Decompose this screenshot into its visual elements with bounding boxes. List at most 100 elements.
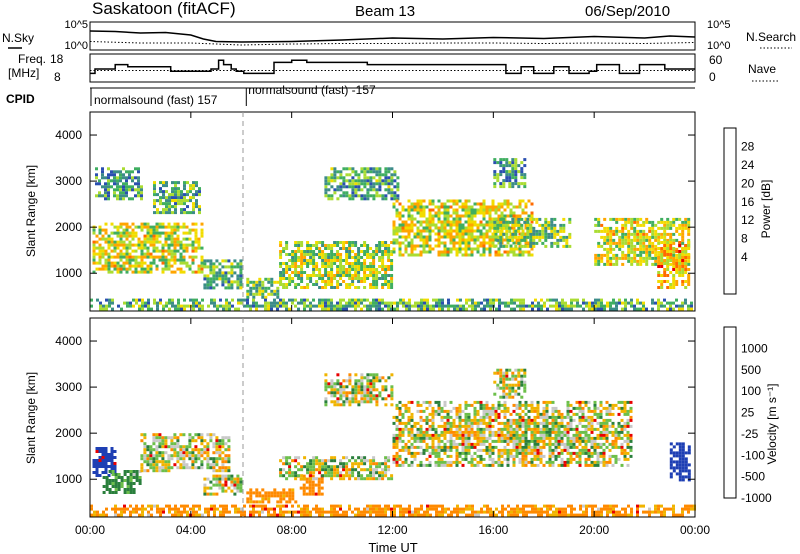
echo-cell bbox=[499, 164, 503, 168]
echo-cell bbox=[413, 436, 417, 440]
echo-cell bbox=[515, 238, 519, 242]
echo-cell bbox=[105, 479, 109, 482]
echo-cell bbox=[609, 229, 613, 233]
echo-cell bbox=[279, 250, 283, 253]
echo-cell bbox=[215, 277, 219, 281]
echo-cell bbox=[153, 187, 156, 191]
echo-cell bbox=[90, 298, 93, 302]
echo-cell bbox=[392, 460, 396, 464]
echo-cell bbox=[146, 445, 150, 449]
echo-cell bbox=[119, 264, 123, 268]
echo-cell bbox=[443, 421, 447, 425]
echo-cell bbox=[203, 445, 207, 449]
echo-cell bbox=[425, 430, 429, 434]
echo-cell bbox=[426, 301, 429, 305]
echo-cell bbox=[171, 304, 174, 308]
echo-cell bbox=[300, 301, 303, 305]
echo-cell bbox=[548, 445, 552, 449]
echo-cell bbox=[357, 250, 361, 253]
echo-cell bbox=[258, 491, 262, 495]
echo-cell bbox=[473, 208, 477, 212]
echo-cell bbox=[407, 445, 411, 449]
echo-cell bbox=[534, 298, 537, 302]
echo-cell bbox=[131, 243, 135, 247]
echo-cell bbox=[330, 271, 334, 274]
echo-cell bbox=[533, 409, 537, 413]
echo-cell bbox=[354, 256, 358, 259]
echo-cell bbox=[345, 304, 348, 308]
echo-cell bbox=[366, 298, 369, 302]
echo-cell bbox=[553, 229, 557, 233]
echo-cell bbox=[152, 460, 156, 464]
echo-cell bbox=[339, 462, 343, 466]
noise-left-tick-bottom: 10^0 bbox=[64, 40, 88, 52]
echo-cell bbox=[279, 241, 283, 244]
echo-cell bbox=[681, 241, 685, 245]
echo-cell bbox=[398, 235, 402, 239]
echo-cell bbox=[473, 463, 477, 467]
echo-cell bbox=[375, 471, 379, 475]
echo-cell bbox=[318, 286, 322, 289]
echo-cell bbox=[102, 304, 105, 308]
echo-cell bbox=[125, 246, 129, 250]
echo-cell bbox=[657, 220, 661, 224]
echo-cell bbox=[354, 185, 358, 189]
echo-cell bbox=[441, 304, 444, 308]
echo-cell bbox=[167, 457, 171, 461]
colorbar-tick-label: 12 bbox=[741, 213, 755, 227]
echo-cell bbox=[531, 307, 534, 311]
echo-cell bbox=[526, 229, 530, 233]
echo-cell bbox=[485, 421, 489, 425]
echo-cell bbox=[342, 280, 346, 283]
echo-cell bbox=[375, 462, 379, 466]
echo-cell bbox=[221, 457, 225, 461]
echo-cell bbox=[152, 433, 156, 437]
echo-cell bbox=[398, 241, 402, 245]
echo-cell bbox=[348, 253, 352, 256]
echo-cell bbox=[401, 448, 405, 452]
echo-cell bbox=[215, 448, 219, 452]
echo-cell bbox=[485, 415, 489, 419]
echo-cell bbox=[149, 243, 153, 247]
echo-cell bbox=[384, 271, 388, 274]
echo-cell bbox=[309, 274, 313, 277]
echo-cell bbox=[518, 448, 522, 452]
echo-cell bbox=[236, 477, 240, 481]
echo-cell bbox=[179, 448, 183, 452]
echo-cell bbox=[663, 262, 667, 265]
echo-cell bbox=[651, 298, 654, 302]
echo-cell bbox=[440, 457, 444, 461]
echo-cell bbox=[515, 214, 519, 218]
echo-cell bbox=[515, 448, 519, 452]
echo-cell bbox=[149, 252, 153, 256]
echo-cell bbox=[395, 457, 399, 461]
echo-cell bbox=[164, 237, 168, 241]
echo-cell bbox=[354, 462, 358, 466]
echo-cell bbox=[482, 202, 486, 206]
echo-cell bbox=[122, 267, 126, 271]
echo-cell bbox=[108, 304, 111, 308]
echo-cell bbox=[309, 280, 313, 283]
echo-cell bbox=[390, 474, 394, 478]
echo-cell bbox=[485, 412, 489, 416]
noise-left-label: N.Sky bbox=[2, 31, 34, 45]
echo-cell bbox=[227, 259, 231, 263]
echo-cell bbox=[131, 222, 135, 226]
echo-cell bbox=[291, 497, 295, 501]
echo-cell bbox=[159, 199, 162, 203]
echo-cell bbox=[437, 217, 441, 221]
echo-cell bbox=[300, 241, 304, 244]
echo-cell bbox=[125, 252, 129, 256]
echo-cell bbox=[143, 261, 147, 265]
echo-cell bbox=[521, 415, 525, 419]
echo-cell bbox=[530, 409, 534, 413]
echo-cell bbox=[170, 448, 174, 452]
echo-cell bbox=[162, 196, 165, 200]
echo-cell bbox=[526, 226, 530, 230]
echo-cell bbox=[594, 304, 597, 308]
echo-cell bbox=[390, 265, 394, 268]
echo-cell bbox=[188, 243, 192, 247]
echo-cell bbox=[455, 451, 459, 455]
echo-cell bbox=[417, 307, 420, 311]
